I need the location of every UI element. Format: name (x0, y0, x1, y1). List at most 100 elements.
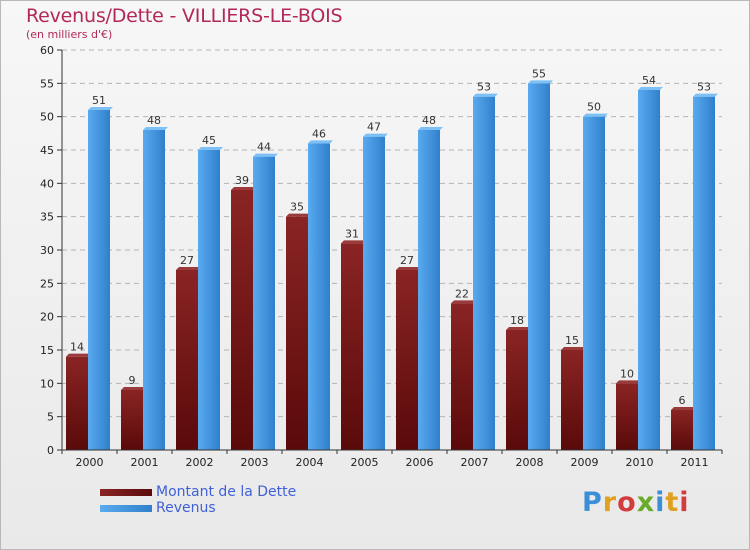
y-tick-label: 5 (47, 411, 54, 424)
bar-revenus-top (418, 127, 443, 130)
bar-revenus-top (308, 140, 333, 144)
data-label-revenus: 53 (697, 81, 711, 94)
y-tick-label: 40 (40, 177, 54, 190)
data-label-revenus: 47 (367, 121, 381, 134)
bar-revenus-top (693, 93, 718, 97)
data-label-dette: 31 (345, 227, 359, 240)
chart-title: Revenus/Dette - VILLIERS-LE-BOIS (26, 5, 343, 27)
x-tick-label: 2000 (76, 456, 104, 469)
bar-dette-top (176, 267, 201, 270)
data-label-revenus: 55 (532, 67, 546, 80)
bar-dette (286, 216, 308, 450)
bar-revenus (88, 110, 110, 450)
bar-dette (231, 190, 253, 450)
y-tick-label: 50 (40, 111, 54, 124)
data-label-dette: 10 (620, 367, 634, 380)
bar-dette-top (506, 327, 531, 330)
bar-dette-top (231, 187, 256, 190)
bar-dette (506, 330, 528, 450)
logo-letter: i (655, 487, 666, 518)
x-tick-label: 2007 (461, 456, 489, 469)
bar-revenus (473, 96, 495, 451)
bar-revenus-top (583, 113, 608, 117)
bar-dette-top (616, 380, 641, 384)
data-label-dette: 27 (400, 254, 414, 267)
bar-revenus (528, 83, 550, 450)
bar-revenus-top (473, 93, 498, 97)
y-tick-label: 45 (40, 144, 54, 157)
legend-swatch-revenus (100, 505, 152, 512)
data-label-dette: 9 (129, 374, 136, 387)
data-label-dette: 27 (180, 254, 194, 267)
x-tick-label: 2001 (131, 456, 159, 469)
y-tick-label: 25 (40, 277, 54, 290)
data-label-revenus: 53 (477, 81, 491, 94)
bar-dette-top (561, 347, 586, 350)
bar-dette-top (396, 267, 421, 270)
bar-dette (176, 270, 198, 450)
bar-dette (561, 350, 583, 450)
data-label-dette: 35 (290, 201, 304, 214)
y-tick-label: 60 (40, 44, 54, 57)
data-label-dette: 14 (70, 341, 84, 354)
bar-dette (66, 356, 88, 450)
grid-layer (62, 49, 722, 418)
x-tick-label: 2009 (571, 456, 599, 469)
legend-label-revenus: Revenus (156, 500, 216, 516)
logo-letter: i (679, 487, 690, 518)
bar-revenus-top (198, 147, 223, 150)
data-label-revenus: 45 (202, 134, 216, 147)
logo-letter: o (617, 487, 637, 518)
bar-revenus (638, 90, 660, 450)
bar-revenus (308, 143, 330, 451)
y-tick-label: 30 (40, 244, 54, 257)
data-label-revenus: 48 (422, 114, 436, 127)
data-label-dette: 15 (565, 334, 579, 347)
data-label-revenus: 44 (257, 141, 271, 154)
logo-letter: P (582, 487, 603, 518)
bar-revenus-top (253, 153, 278, 157)
bar-dette-top (341, 240, 366, 244)
data-label-revenus: 51 (92, 94, 106, 107)
y-tick-label: 35 (40, 211, 54, 224)
bars-layer: 14 51 9 48 27 45 39 44 35 46 31 47 27 48 22 53 18 55 15 50 1… (66, 67, 718, 451)
bar-revenus (198, 150, 220, 450)
x-tick-label: 2004 (296, 456, 324, 469)
bar-dette-top (121, 387, 146, 390)
bar-revenus-top (88, 107, 113, 110)
data-label-dette: 18 (510, 314, 524, 327)
proxiti-logo: Proxiti (582, 487, 690, 518)
legend-label-dette: Montant de la Dette (156, 484, 297, 500)
bar-dette-top (451, 300, 476, 304)
chart-subtitle: (en milliers d'€) (26, 28, 113, 41)
y-tick-label: 10 (40, 377, 54, 390)
bar-revenus-top (528, 80, 553, 84)
bar-dette (671, 410, 693, 450)
y-tick-label: 0 (47, 444, 54, 457)
bar-dette (616, 383, 638, 450)
bar-revenus-top (143, 127, 168, 130)
data-label-revenus: 46 (312, 127, 326, 140)
axes-layer: 0 5 10 15 20 25 30 35 40 45 50 55 60 2000 2001 2002 2003… (40, 44, 723, 469)
bar-revenus (418, 130, 440, 450)
bar-dette-top (66, 353, 91, 357)
bar-revenus (693, 96, 715, 451)
y-tick-label: 15 (40, 344, 54, 357)
x-tick-label: 2010 (626, 456, 654, 469)
logo-letter: t (665, 487, 680, 518)
x-tick-label: 2006 (406, 456, 434, 469)
y-tick-label: 20 (40, 311, 54, 324)
x-tick-label: 2008 (516, 456, 544, 469)
bar-revenus (583, 116, 605, 451)
data-label-revenus: 50 (587, 101, 601, 114)
y-tick-label: 55 (40, 77, 54, 90)
logo-letter: x (636, 487, 656, 518)
x-tick-label: 2003 (241, 456, 269, 469)
bar-dette (451, 303, 473, 450)
bar-dette (396, 270, 418, 450)
data-label-dette: 22 (455, 287, 469, 300)
bar-revenus-top (363, 133, 388, 137)
bar-dette-top (671, 407, 696, 410)
data-label-revenus: 48 (147, 114, 161, 127)
